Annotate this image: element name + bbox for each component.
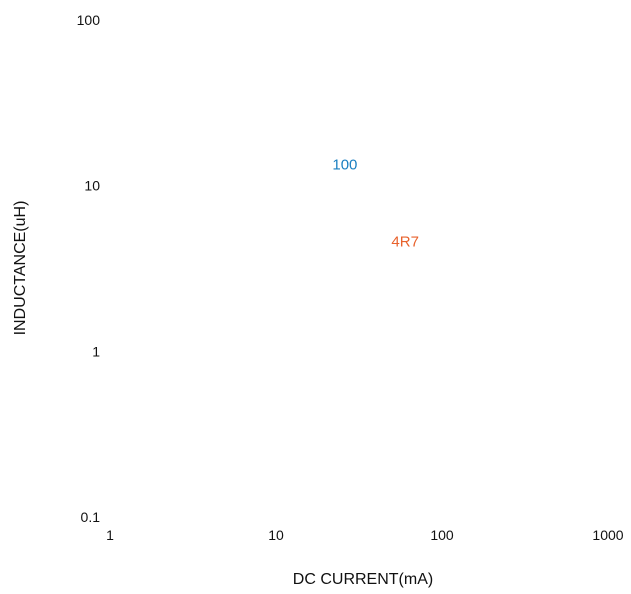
y-tick-label: 100 — [77, 12, 101, 28]
x-tick-label: 1000 — [592, 527, 623, 543]
y-tick-label: 10 — [84, 178, 100, 194]
x-axis-label: DC CURRENT(mA) — [293, 571, 433, 588]
series-labels: 100 4R7 — [332, 157, 419, 251]
y-axis-label: INDUCTANCE(uH) — [12, 201, 29, 336]
x-tick-label: 1 — [106, 527, 114, 543]
y-tick-label: 1 — [92, 343, 100, 359]
series-label-100: 100 — [332, 157, 357, 174]
y-axis-ticks: 100 10 1 0.1 — [77, 12, 101, 525]
x-tick-label: 10 — [268, 527, 284, 543]
series-label-4r7: 4R7 — [391, 233, 419, 250]
y-tick-label: 0.1 — [81, 509, 101, 525]
x-axis-ticks: 1 10 100 1000 — [106, 527, 624, 543]
x-tick-label: 100 — [430, 527, 454, 543]
